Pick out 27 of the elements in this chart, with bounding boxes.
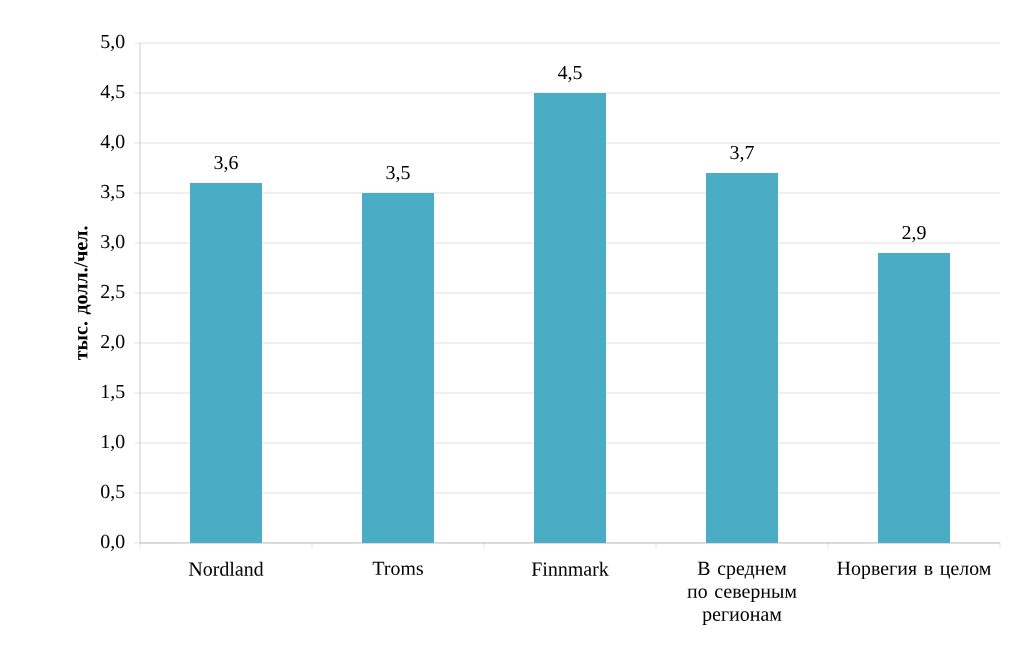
y-tick-label: 1,0 [102,434,125,452]
x-tick-label: В среднем по северным регионам [687,561,797,625]
x-tick-label: Finnmark [531,561,609,576]
bar [706,172,779,543]
y-tick-label: 4,0 [100,134,125,152]
bar [878,252,951,543]
bar [534,92,607,543]
y-axis-title: тыс. долл./чел. [74,226,91,361]
y-tick-label: 0,5 [101,484,125,502]
data-label: 3,5 [386,165,410,183]
y-tick-label: 4,5 [100,84,125,102]
x-tick-label: Nordland [188,561,264,576]
y-tick-label: 1,5 [102,384,125,402]
y-tick-label: 3,0 [101,234,125,252]
x-tick-label: Норвегия в целом [837,561,991,580]
y-tick-label: 0,0 [101,534,125,552]
data-label: 3,6 [214,155,238,173]
data-label: 2,9 [902,225,926,243]
x-tick-label: Troms [372,561,423,576]
y-tick-label: 2,0 [101,334,125,352]
bar [362,192,435,543]
data-label: 3,7 [730,145,754,163]
bar [190,182,263,543]
y-tick-label: 2,5 [101,284,125,302]
data-label: 4,5 [557,65,582,83]
y-tick-label: 5,0 [101,34,125,52]
y-tick-label: 3,5 [101,184,125,202]
